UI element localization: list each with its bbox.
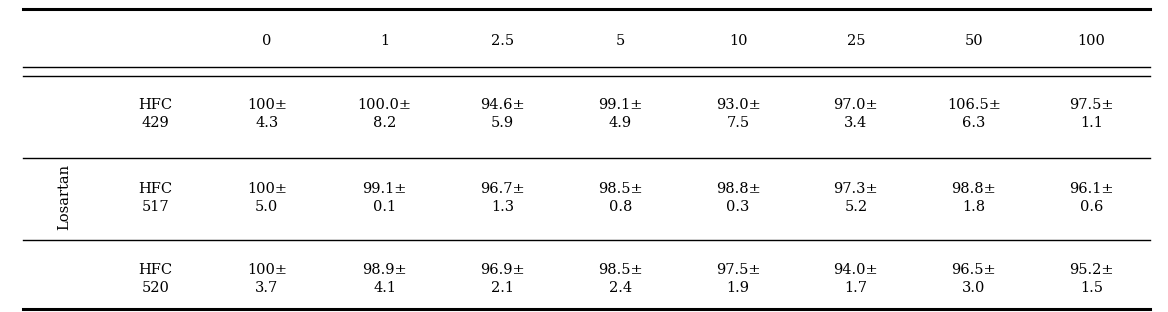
Text: 99.1±
0.1: 99.1± 0.1 bbox=[362, 182, 406, 214]
Text: 100±
5.0: 100± 5.0 bbox=[246, 182, 287, 214]
Text: 96.1±
0.6: 96.1± 0.6 bbox=[1070, 182, 1114, 214]
Text: HFC
429: HFC 429 bbox=[138, 98, 173, 130]
Text: 100±
4.3: 100± 4.3 bbox=[246, 98, 287, 130]
Text: 97.5±
1.1: 97.5± 1.1 bbox=[1070, 98, 1114, 130]
Text: 94.0±
1.7: 94.0± 1.7 bbox=[834, 263, 878, 295]
Text: HFC
520: HFC 520 bbox=[138, 263, 173, 295]
Text: 25: 25 bbox=[847, 34, 865, 47]
Text: 100: 100 bbox=[1078, 34, 1105, 47]
Text: Losartan: Losartan bbox=[57, 163, 71, 230]
Text: 95.2±
1.5: 95.2± 1.5 bbox=[1070, 263, 1114, 295]
Text: 94.6±
5.9: 94.6± 5.9 bbox=[480, 98, 524, 130]
Text: 96.9±
2.1: 96.9± 2.1 bbox=[480, 263, 524, 295]
Text: 98.9±
4.1: 98.9± 4.1 bbox=[362, 263, 406, 295]
Text: 1: 1 bbox=[380, 34, 389, 47]
Text: 99.1±
4.9: 99.1± 4.9 bbox=[598, 98, 642, 130]
Text: 50: 50 bbox=[965, 34, 983, 47]
Text: 97.5±
1.9: 97.5± 1.9 bbox=[716, 263, 760, 295]
Text: 98.5±
0.8: 98.5± 0.8 bbox=[598, 182, 642, 214]
Text: 100±
3.7: 100± 3.7 bbox=[246, 263, 287, 295]
Text: 97.0±
3.4: 97.0± 3.4 bbox=[834, 98, 878, 130]
Text: 5: 5 bbox=[616, 34, 625, 47]
Text: 96.7±
1.3: 96.7± 1.3 bbox=[480, 182, 524, 214]
Text: 106.5±
6.3: 106.5± 6.3 bbox=[947, 98, 1001, 130]
Text: 97.3±
5.2: 97.3± 5.2 bbox=[834, 182, 878, 214]
Text: 2.5: 2.5 bbox=[491, 34, 514, 47]
Text: 98.8±
0.3: 98.8± 0.3 bbox=[716, 182, 760, 214]
Text: 98.8±
1.8: 98.8± 1.8 bbox=[952, 182, 996, 214]
Text: 93.0±
7.5: 93.0± 7.5 bbox=[716, 98, 760, 130]
Text: 100.0±
8.2: 100.0± 8.2 bbox=[357, 98, 411, 130]
Text: 0: 0 bbox=[262, 34, 271, 47]
Text: 10: 10 bbox=[729, 34, 748, 47]
Text: 96.5±
3.0: 96.5± 3.0 bbox=[952, 263, 996, 295]
Text: HFC
517: HFC 517 bbox=[138, 182, 173, 214]
Text: 98.5±
2.4: 98.5± 2.4 bbox=[598, 263, 642, 295]
